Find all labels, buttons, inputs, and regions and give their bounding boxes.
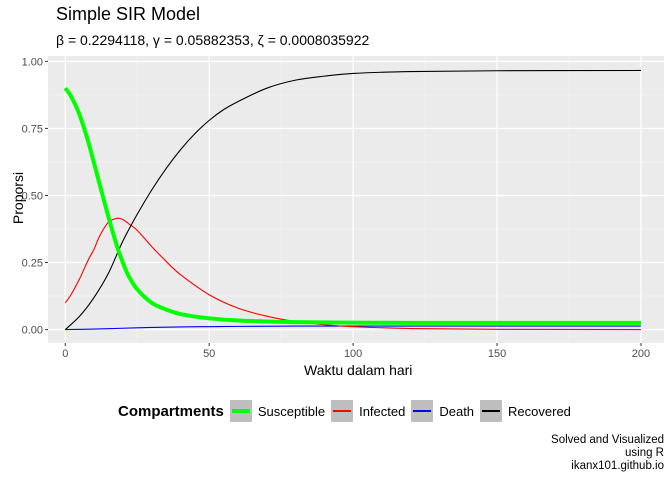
legend-label-recovered: Recovered — [508, 403, 571, 419]
y-tick-label: 0.50 — [22, 190, 43, 202]
legend-label-death: Death — [439, 403, 475, 419]
legend-label-susceptible: Susceptible — [257, 403, 326, 419]
legend: Compartments Susceptible Infected Death … — [118, 398, 577, 424]
y-axis-ticks: 0.00 0.25 0.50 0.75 1.00 — [22, 56, 48, 337]
x-axis-ticks: 0 50 100 150 200 — [62, 343, 650, 360]
series-line-infected — [64, 217, 641, 331]
legend-key-recovered — [480, 400, 503, 422]
plot-panel — [48, 56, 664, 343]
x-tick-label: 150 — [488, 348, 506, 360]
legend-item-death: Death — [411, 400, 474, 422]
y-tick-label: 0.00 — [22, 325, 43, 337]
y-tick-label: 1.00 — [22, 56, 43, 68]
x-tick-label: 100 — [344, 348, 362, 360]
series-line-death — [65, 325, 641, 331]
legend-label-infected: Infected — [359, 403, 406, 419]
y-axis-title: Proporsi — [10, 171, 26, 225]
caption-line-3: ikanx101.github.io — [571, 460, 664, 472]
series-line-susceptible — [63, 86, 641, 325]
legend-key-death — [411, 400, 434, 422]
y-tick-label: 0.75 — [22, 123, 43, 135]
minor-grid — [48, 56, 664, 343]
series-line-recovered — [64, 69, 641, 330]
chart-title: Simple SIR Model — [56, 4, 201, 24]
legend-item-recovered: Recovered — [480, 400, 571, 422]
chart-subtitle: β = 0.2294118, γ = 0.05882353, ζ = 0.000… — [56, 32, 370, 48]
legend-title: Compartments — [118, 402, 224, 420]
x-axis-title: Waktu dalam hari — [304, 362, 413, 378]
legend-item-infected: Infected — [331, 400, 405, 422]
legend-key-susceptible — [229, 400, 252, 422]
legend-item-susceptible: Susceptible — [229, 400, 326, 422]
legend-key-infected — [331, 400, 354, 422]
x-tick-label: 50 — [203, 348, 215, 360]
caption-line-1: Solved and Visualized — [551, 434, 664, 446]
x-tick-label: 200 — [632, 348, 650, 360]
caption: Solved and Visualized using R ikanx101.g… — [551, 434, 664, 473]
y-tick-label: 0.25 — [22, 258, 43, 270]
series-layer — [63, 69, 641, 331]
x-tick-label: 0 — [62, 348, 68, 360]
caption-line-2: using R — [625, 447, 664, 459]
